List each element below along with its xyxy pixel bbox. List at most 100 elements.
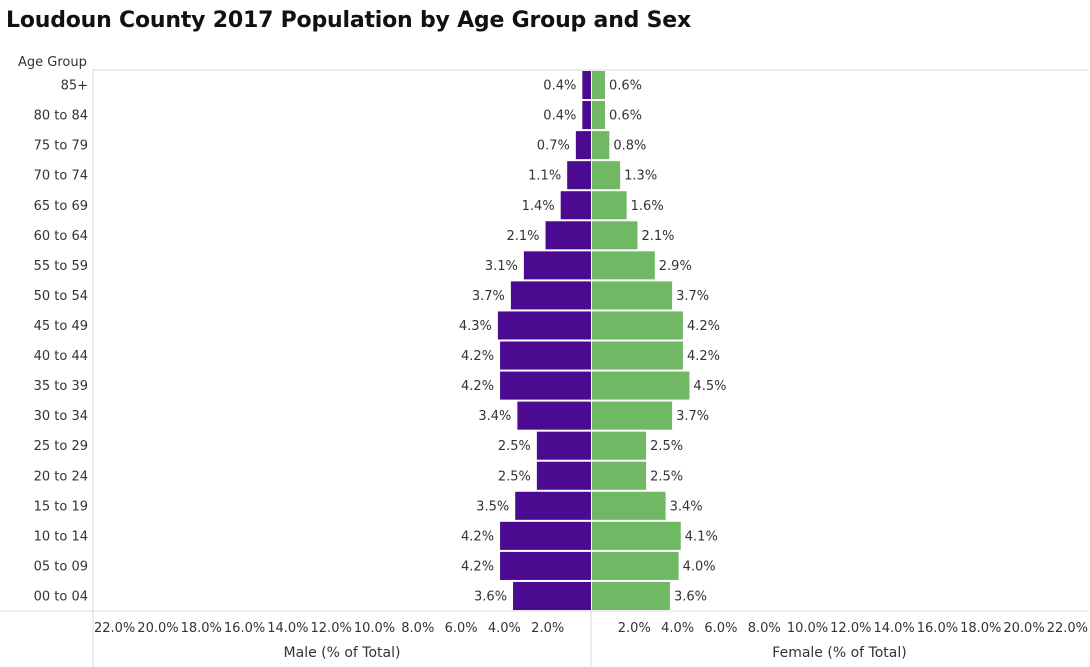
male-data-label: 3.4% bbox=[478, 409, 511, 424]
male-axis-tick: 16.0% bbox=[224, 621, 265, 636]
female-axis-tick: 16.0% bbox=[917, 621, 958, 636]
female-data-label: 1.6% bbox=[631, 199, 664, 214]
chart-title: Loudoun County 2017 Population by Age Gr… bbox=[6, 8, 692, 33]
age-group-label: 60 to 64 bbox=[34, 229, 88, 244]
female-bar bbox=[592, 71, 605, 100]
age-group-label: 15 to 19 bbox=[34, 499, 88, 514]
female-axis-tick: 22.0% bbox=[1047, 621, 1088, 636]
age-group-label: 55 to 59 bbox=[34, 259, 88, 274]
female-data-label: 3.4% bbox=[670, 499, 703, 514]
male-bar bbox=[560, 191, 591, 220]
male-data-label: 0.7% bbox=[537, 139, 570, 154]
female-bar bbox=[592, 251, 655, 280]
female-axis-tick: 20.0% bbox=[1003, 621, 1044, 636]
male-axis-title: Male (% of Total) bbox=[284, 645, 401, 661]
female-bar bbox=[592, 581, 670, 610]
age-group-label: 30 to 34 bbox=[34, 409, 88, 424]
male-axis-tick: 8.0% bbox=[401, 621, 434, 636]
age-group-label: 00 to 04 bbox=[34, 589, 88, 604]
male-axis-tick: 2.0% bbox=[531, 621, 564, 636]
male-axis-tick: 6.0% bbox=[445, 621, 478, 636]
male-data-label: 4.2% bbox=[461, 379, 494, 394]
male-data-label: 1.1% bbox=[528, 169, 561, 184]
male-data-label: 1.4% bbox=[522, 199, 555, 214]
age-group-label: 80 to 84 bbox=[34, 109, 88, 124]
age-group-label: 05 to 09 bbox=[34, 559, 88, 574]
male-bar bbox=[582, 101, 591, 130]
age-group-label: 35 to 39 bbox=[34, 379, 88, 394]
female-data-label: 1.3% bbox=[624, 169, 657, 184]
row-header-label: Age Group bbox=[18, 55, 87, 70]
female-bar bbox=[592, 341, 683, 370]
female-bar bbox=[592, 191, 627, 220]
female-bar bbox=[592, 521, 681, 550]
female-data-label: 4.2% bbox=[687, 349, 720, 364]
male-data-label: 2.5% bbox=[498, 439, 531, 454]
male-axis-tick: 10.0% bbox=[354, 621, 395, 636]
female-bar bbox=[592, 401, 673, 430]
female-axis-tick: 6.0% bbox=[704, 621, 737, 636]
male-bar bbox=[515, 491, 591, 520]
male-data-label: 3.5% bbox=[476, 499, 509, 514]
age-group-label: 45 to 49 bbox=[34, 319, 88, 334]
male-data-label: 3.6% bbox=[474, 589, 507, 604]
female-data-label: 0.6% bbox=[609, 79, 642, 94]
male-data-label: 0.4% bbox=[543, 109, 576, 124]
age-group-label: 40 to 44 bbox=[34, 349, 88, 364]
female-axis-tick: 4.0% bbox=[661, 621, 694, 636]
male-axis-tick: 20.0% bbox=[137, 621, 178, 636]
male-bar bbox=[500, 341, 591, 370]
age-group-label: 10 to 14 bbox=[34, 529, 88, 544]
male-bar bbox=[536, 431, 591, 460]
female-bar bbox=[592, 431, 647, 460]
female-bar bbox=[592, 371, 690, 400]
female-axis-tick: 12.0% bbox=[830, 621, 871, 636]
male-data-label: 0.4% bbox=[543, 79, 576, 94]
female-data-label: 3.7% bbox=[676, 409, 709, 424]
female-data-label: 2.9% bbox=[659, 259, 692, 274]
male-bar bbox=[536, 461, 591, 490]
female-data-label: 3.7% bbox=[676, 289, 709, 304]
male-bar bbox=[500, 371, 591, 400]
age-group-label: 70 to 74 bbox=[34, 169, 88, 184]
male-bar bbox=[497, 311, 591, 340]
male-bar bbox=[510, 281, 591, 310]
female-data-label: 2.5% bbox=[650, 439, 683, 454]
age-group-label: 65 to 69 bbox=[34, 199, 88, 214]
male-data-label: 2.5% bbox=[498, 469, 531, 484]
male-bar bbox=[545, 221, 591, 250]
female-bar bbox=[592, 131, 610, 160]
male-data-label: 4.2% bbox=[461, 349, 494, 364]
male-axis-tick: 12.0% bbox=[311, 621, 352, 636]
female-bar bbox=[592, 161, 621, 190]
female-data-label: 2.1% bbox=[641, 229, 674, 244]
male-bar bbox=[567, 161, 591, 190]
female-bar bbox=[592, 551, 679, 580]
male-axis-tick: 22.0% bbox=[94, 621, 135, 636]
age-group-label: 75 to 79 bbox=[34, 139, 88, 154]
male-bar bbox=[517, 401, 591, 430]
male-data-label: 3.1% bbox=[485, 259, 518, 274]
female-data-label: 4.0% bbox=[683, 559, 716, 574]
male-data-label: 4.2% bbox=[461, 529, 494, 544]
age-group-label: 85+ bbox=[61, 79, 88, 94]
age-group-label: 50 to 54 bbox=[34, 289, 88, 304]
age-group-label: 25 to 29 bbox=[34, 439, 88, 454]
male-data-label: 3.7% bbox=[472, 289, 505, 304]
female-axis-tick: 8.0% bbox=[748, 621, 781, 636]
female-axis-tick: 18.0% bbox=[960, 621, 1001, 636]
female-bar bbox=[592, 221, 638, 250]
female-axis-tick: 2.0% bbox=[618, 621, 651, 636]
female-data-label: 3.6% bbox=[674, 589, 707, 604]
female-data-label: 2.5% bbox=[650, 469, 683, 484]
female-data-label: 0.8% bbox=[613, 139, 646, 154]
male-bar bbox=[575, 131, 591, 160]
female-bar bbox=[592, 281, 673, 310]
male-bar bbox=[500, 521, 591, 550]
age-group-label: 20 to 24 bbox=[34, 469, 88, 484]
female-axis-tick: 10.0% bbox=[787, 621, 828, 636]
male-axis-tick: 18.0% bbox=[181, 621, 222, 636]
male-axis-tick: 4.0% bbox=[488, 621, 521, 636]
male-axis-tick: 14.0% bbox=[267, 621, 308, 636]
female-bar bbox=[592, 491, 666, 520]
